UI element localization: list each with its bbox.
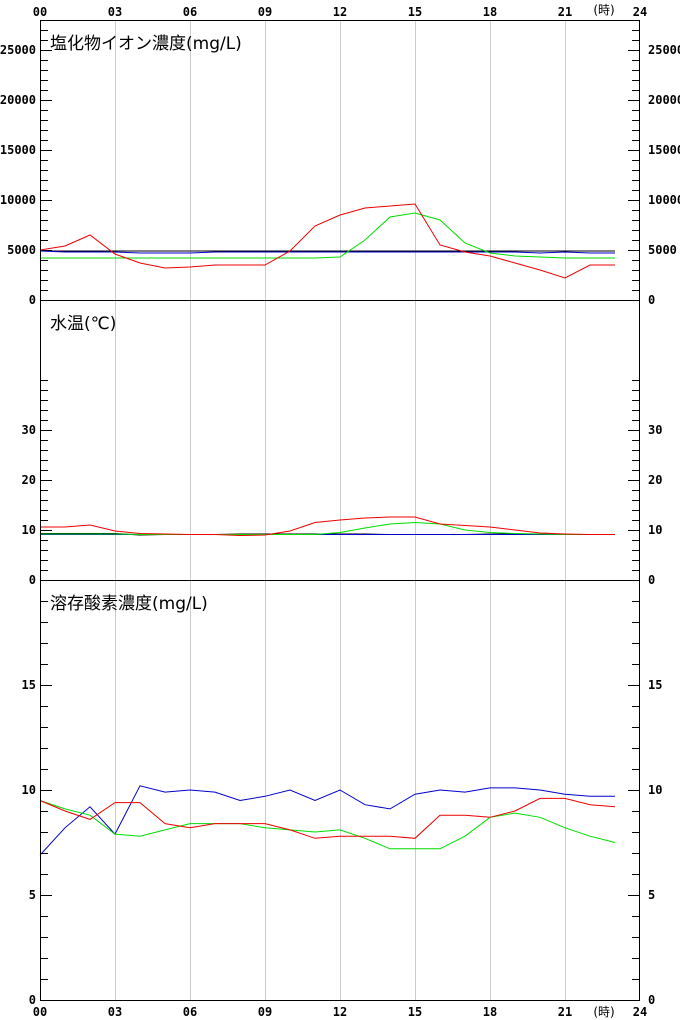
x-tick-label-top: 09 (258, 5, 272, 19)
x-tick-label-top: 15 (408, 5, 422, 19)
x-tick-label-bottom: 12 (333, 1005, 347, 1019)
x-unit-label-bottom: (時) (593, 1005, 614, 1019)
y-tick-label-left: 10000 (0, 193, 36, 207)
series-line-red (40, 516, 615, 537)
x-tick-label-top: 12 (333, 5, 347, 19)
series-line-green (40, 212, 615, 259)
x-tick-label-bottom: 09 (258, 1005, 272, 1019)
y-tick-label-right: 5 (648, 888, 655, 902)
series-line-blue (39, 785, 615, 856)
y-tick-label-left: 20 (22, 473, 36, 487)
series-line-green (39, 800, 616, 850)
y-tick-label-left: 0 (29, 573, 36, 587)
y-tick-label-right: 20000 (648, 93, 680, 107)
x-tick-label-bottom: 18 (483, 1005, 497, 1019)
y-tick-label-right: 0 (648, 573, 655, 587)
y-tick-label-right: 10 (648, 523, 662, 537)
x-tick-label-bottom: 15 (408, 1005, 422, 1019)
x-tick-label-top: 03 (108, 5, 122, 19)
x-tick-label-top: 18 (483, 5, 497, 19)
x-tick-label-top: 06 (183, 5, 197, 19)
y-tick-label-left: 30 (22, 423, 36, 437)
panel-title: 水温(℃) (50, 314, 116, 334)
x-tick-label-bottom: 21 (558, 1005, 572, 1019)
x-tick-label-bottom: 24 (633, 1005, 647, 1019)
x-unit-label-top: (時) (593, 3, 614, 17)
x-tick-label-bottom: 06 (183, 1005, 197, 1019)
y-tick-label-left: 0 (29, 293, 36, 307)
series-line-red (39, 203, 615, 279)
y-tick-label-left: 15000 (0, 143, 36, 157)
panel-title: 塩化物イオン濃度(mg/L) (50, 34, 242, 54)
y-tick-label-left: 10 (22, 783, 36, 797)
x-tick-label-bottom: 00 (33, 1005, 47, 1019)
y-tick-label-right: 10 (648, 783, 662, 797)
y-tick-label-right: 5000 (648, 243, 677, 257)
series-line-red (39, 797, 616, 839)
y-tick-label-right: 0 (648, 993, 655, 1007)
panel-title: 溶存酸素濃度(mg/L) (50, 594, 208, 614)
y-tick-label-left: 15 (22, 678, 36, 692)
y-tick-label-left: 25000 (0, 43, 36, 57)
y-tick-label-right: 20 (648, 473, 662, 487)
x-tick-label-top: 00 (33, 5, 47, 19)
y-tick-label-left: 5 (29, 888, 36, 902)
y-tick-label-left: 0 (29, 993, 36, 1007)
y-tick-label-right: 10000 (648, 193, 680, 207)
x-tick-label-top: 21 (558, 5, 572, 19)
y-tick-label-right: 15000 (648, 143, 680, 157)
series-line-blue (39, 250, 615, 254)
y-tick-label-right: 30 (648, 423, 662, 437)
panel-frame (40, 580, 640, 1001)
y-tick-label-left: 5000 (7, 243, 36, 257)
y-tick-label-right: 0 (648, 293, 655, 307)
x-tick-label-top: 24 (633, 5, 647, 19)
series-line-green (40, 521, 615, 535)
y-tick-label-left: 20000 (0, 93, 36, 107)
x-tick-label-bottom: 03 (108, 1005, 122, 1019)
y-tick-label-right: 25000 (648, 43, 680, 57)
y-tick-label-left: 10 (22, 523, 36, 537)
y-tick-label-right: 15 (648, 678, 662, 692)
